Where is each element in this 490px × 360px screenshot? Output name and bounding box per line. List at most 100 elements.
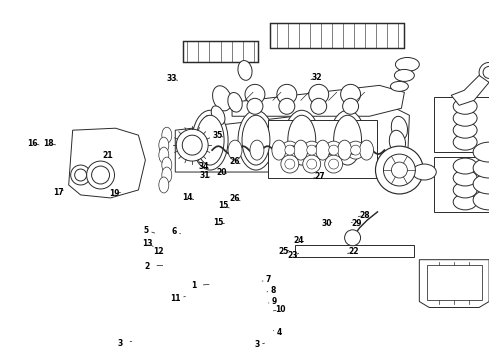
Circle shape <box>87 161 115 189</box>
Text: 13: 13 <box>142 239 153 248</box>
Text: 15: 15 <box>213 218 224 227</box>
Circle shape <box>307 159 317 169</box>
Ellipse shape <box>159 137 169 153</box>
Text: 28: 28 <box>358 211 370 220</box>
Text: 15: 15 <box>218 201 229 210</box>
Circle shape <box>346 141 365 159</box>
Text: 17: 17 <box>53 188 64 197</box>
Text: 25: 25 <box>278 247 289 256</box>
Text: 34: 34 <box>198 162 209 171</box>
Text: 11: 11 <box>171 294 185 303</box>
Text: 22: 22 <box>347 247 359 256</box>
Ellipse shape <box>159 147 169 163</box>
Polygon shape <box>419 260 489 307</box>
Ellipse shape <box>473 158 490 178</box>
Text: 27: 27 <box>313 172 324 181</box>
Circle shape <box>285 145 295 155</box>
Ellipse shape <box>162 157 172 173</box>
Ellipse shape <box>453 182 477 198</box>
Text: 26: 26 <box>229 157 240 166</box>
Circle shape <box>74 169 87 181</box>
Circle shape <box>392 162 407 178</box>
Ellipse shape <box>473 174 490 194</box>
Text: 20: 20 <box>216 168 227 177</box>
Ellipse shape <box>453 110 477 126</box>
Circle shape <box>341 84 361 104</box>
Text: 29: 29 <box>351 219 362 228</box>
Circle shape <box>311 98 327 114</box>
Text: 32: 32 <box>311 73 322 82</box>
Text: 33: 33 <box>167 75 178 84</box>
Ellipse shape <box>272 140 286 160</box>
Circle shape <box>329 145 339 155</box>
Ellipse shape <box>473 190 490 210</box>
Circle shape <box>176 129 208 161</box>
Ellipse shape <box>453 122 477 138</box>
Text: 1: 1 <box>191 281 209 290</box>
Ellipse shape <box>250 140 264 160</box>
Text: 2: 2 <box>145 262 163 271</box>
Ellipse shape <box>453 170 477 186</box>
Ellipse shape <box>192 110 228 170</box>
Text: 7: 7 <box>262 275 271 284</box>
Text: 16: 16 <box>27 139 39 148</box>
Ellipse shape <box>228 140 242 160</box>
Ellipse shape <box>242 115 270 165</box>
Circle shape <box>247 98 263 114</box>
Ellipse shape <box>360 140 373 160</box>
Text: 3: 3 <box>118 339 132 348</box>
Text: 30: 30 <box>322 219 332 228</box>
Circle shape <box>277 84 297 104</box>
Bar <box>183 41 258 62</box>
Circle shape <box>479 62 490 82</box>
Polygon shape <box>451 75 489 105</box>
Ellipse shape <box>453 134 477 150</box>
Ellipse shape <box>453 158 477 174</box>
Circle shape <box>303 141 321 159</box>
Ellipse shape <box>159 177 169 193</box>
Ellipse shape <box>473 142 490 162</box>
Circle shape <box>350 145 361 155</box>
Text: 21: 21 <box>102 151 113 160</box>
Circle shape <box>281 155 299 173</box>
Ellipse shape <box>288 115 316 165</box>
Bar <box>270 23 404 48</box>
Ellipse shape <box>392 116 408 140</box>
Circle shape <box>325 155 343 173</box>
Circle shape <box>325 141 343 159</box>
Bar <box>434 97 490 152</box>
Text: 6: 6 <box>172 227 181 236</box>
Text: 9: 9 <box>269 297 277 306</box>
Circle shape <box>384 154 416 186</box>
Ellipse shape <box>284 110 319 170</box>
Circle shape <box>92 166 110 184</box>
Ellipse shape <box>228 93 242 112</box>
Ellipse shape <box>389 130 406 154</box>
Ellipse shape <box>413 164 436 180</box>
Text: 3: 3 <box>255 341 265 350</box>
Text: 31: 31 <box>200 171 210 180</box>
Circle shape <box>71 165 91 185</box>
Text: 4: 4 <box>273 328 282 337</box>
Circle shape <box>309 84 329 104</box>
Text: 8: 8 <box>267 286 276 295</box>
Ellipse shape <box>211 106 225 125</box>
Ellipse shape <box>213 86 232 111</box>
Ellipse shape <box>453 98 477 114</box>
Bar <box>434 157 490 212</box>
Circle shape <box>303 155 321 173</box>
Circle shape <box>285 159 295 169</box>
Ellipse shape <box>294 140 308 160</box>
Circle shape <box>182 135 202 155</box>
Ellipse shape <box>162 167 172 183</box>
Circle shape <box>329 159 339 169</box>
Text: 35: 35 <box>213 131 223 140</box>
Circle shape <box>307 145 317 155</box>
Bar <box>427 265 482 300</box>
Text: 5: 5 <box>144 226 155 235</box>
Ellipse shape <box>238 60 252 80</box>
Circle shape <box>375 146 423 194</box>
Circle shape <box>279 98 295 114</box>
Text: 10: 10 <box>273 305 285 314</box>
Ellipse shape <box>162 127 172 143</box>
